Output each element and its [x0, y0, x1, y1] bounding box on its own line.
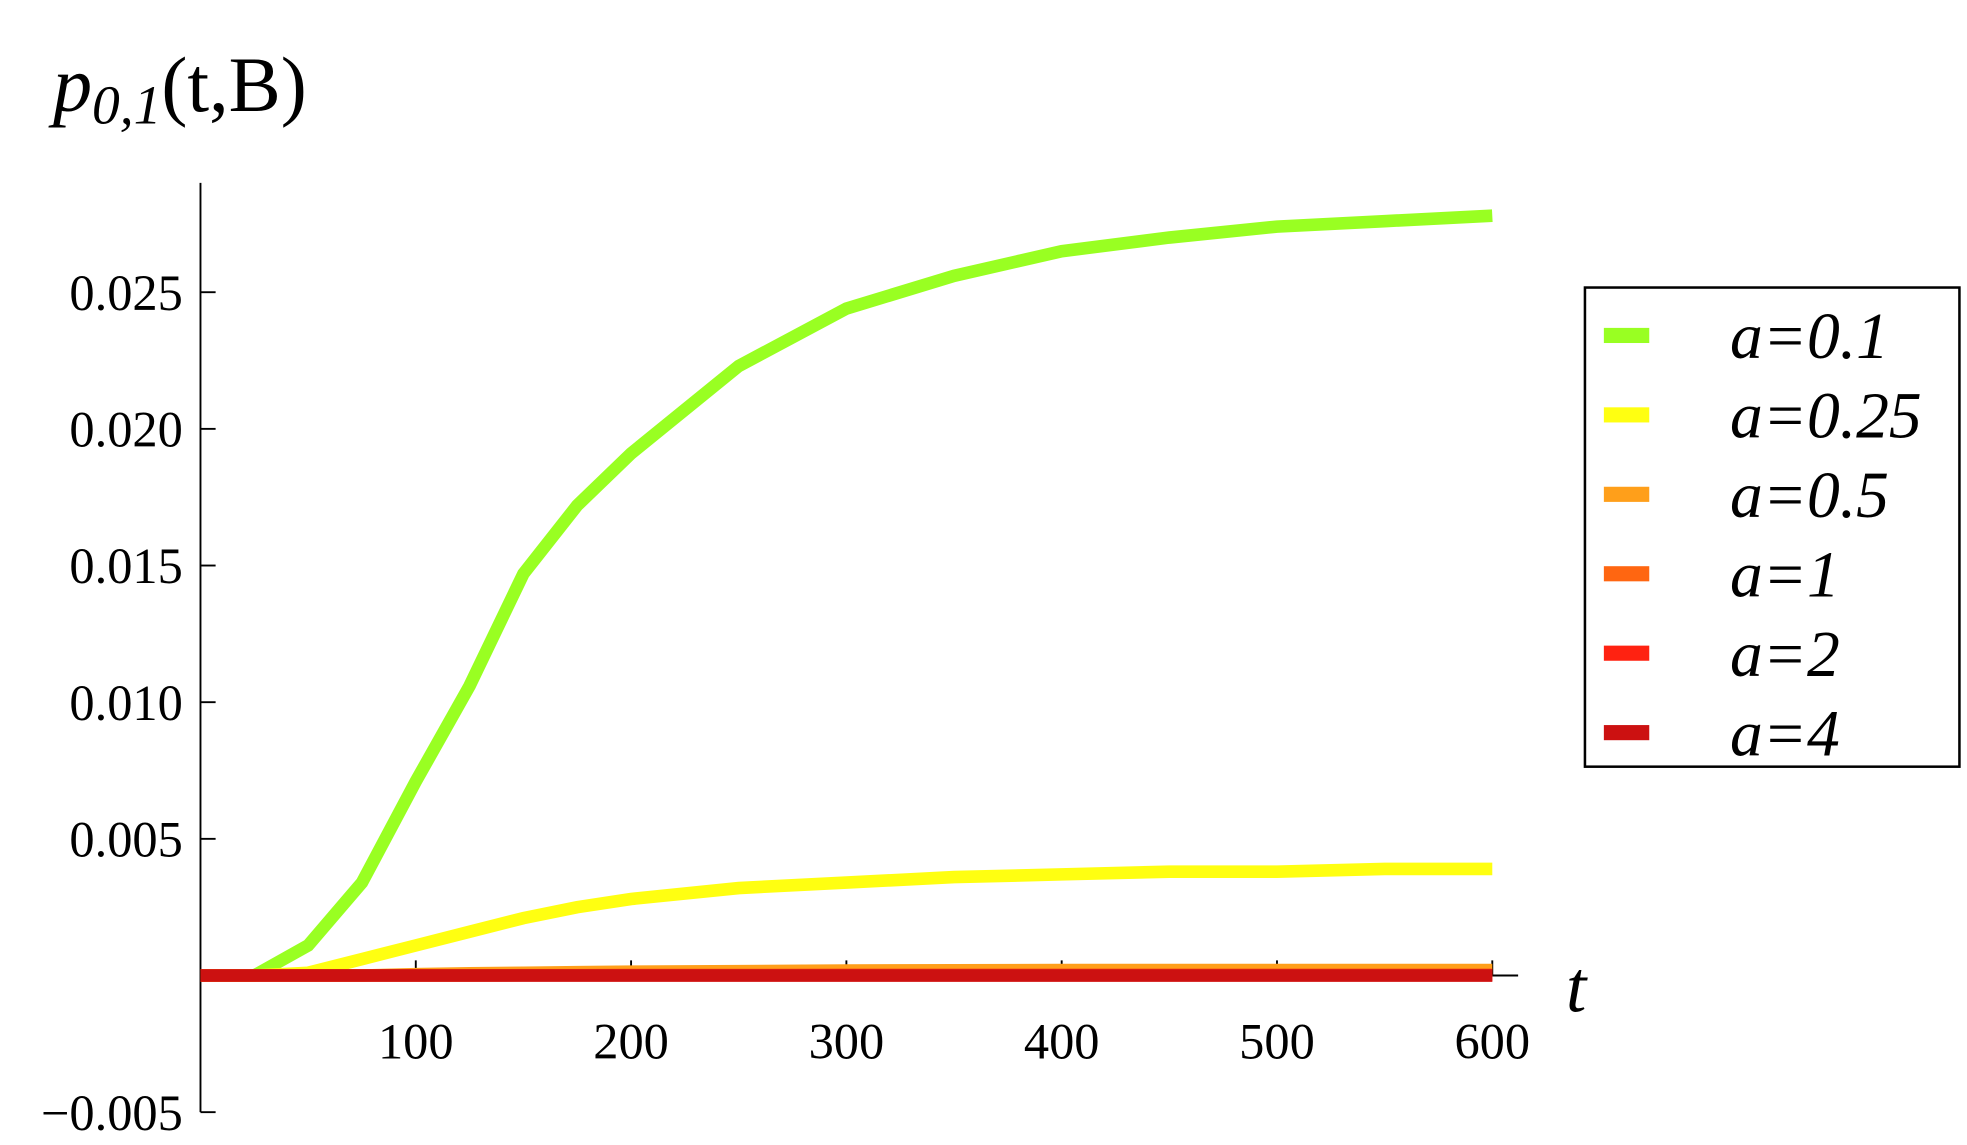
y-axis-label: p0,1(t,B)	[48, 41, 307, 136]
y-tick-label: 0.020	[69, 402, 182, 458]
legend-label: a=0.25	[1730, 381, 1922, 453]
legend-swatch	[1603, 486, 1650, 502]
legend-label: a=2	[1730, 619, 1840, 691]
y-tick-label: 0.005	[69, 811, 182, 867]
y-label-sub: 0,1	[92, 75, 161, 136]
legend-swatch	[1603, 725, 1650, 741]
x-tick-label: 400	[1024, 1014, 1100, 1070]
y-label-args: (t,B)	[161, 41, 306, 128]
legend-label: a=0.5	[1730, 460, 1889, 532]
x-tick-label: 100	[378, 1014, 454, 1070]
x-tick-label: 200	[593, 1014, 669, 1070]
series-line	[200, 862, 1493, 982]
legend-swatch	[1603, 645, 1650, 661]
y-tick-label: 0.015	[69, 538, 182, 594]
legend-label: a=1	[1730, 539, 1840, 611]
y-tick-label: −0.005	[41, 1085, 183, 1141]
x-tick-label: 600	[1454, 1014, 1530, 1070]
x-tick-label: 500	[1239, 1014, 1315, 1070]
legend-swatch	[1603, 327, 1650, 344]
x-tick-label: 300	[809, 1014, 885, 1070]
y-tick-label: 0.025	[69, 265, 182, 321]
legend-box	[1583, 286, 1961, 768]
legend-swatch	[1603, 407, 1650, 423]
series-line	[200, 209, 1493, 982]
y-tick-label: 0.010	[69, 675, 182, 731]
legend-swatch	[1603, 566, 1650, 582]
legend-label: a=0.1	[1730, 301, 1889, 373]
legend-label: a=4	[1730, 698, 1840, 770]
x-axis-label: t	[1566, 946, 1588, 1027]
y-label-base: p	[48, 41, 92, 128]
